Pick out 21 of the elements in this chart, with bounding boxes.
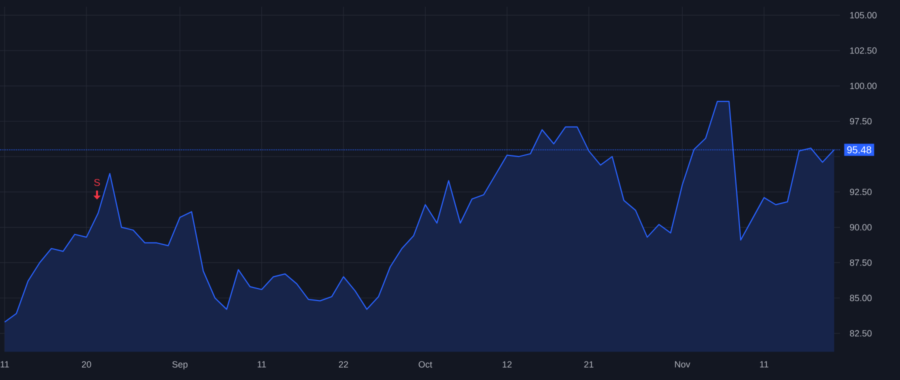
x-tick-label: 22	[338, 361, 348, 368]
y-tick-label: 100.00	[850, 82, 877, 90]
x-tick-label: 12	[502, 361, 512, 368]
y-tick-label: 85.00	[850, 294, 872, 302]
ref-line-label: 95.48	[847, 146, 872, 154]
y-tick-label: 92.50	[850, 188, 872, 196]
x-tick-label: Oct	[418, 361, 432, 368]
x-tick-label: 11	[258, 361, 266, 368]
y-tick-label: 105.00	[850, 12, 877, 18]
y-tick-label: 102.50	[850, 47, 877, 54]
x-tick-label: Sep	[172, 361, 188, 370]
x-tick-label: 20	[82, 361, 92, 368]
x-tick-label: Nov	[675, 361, 690, 368]
y-tick-label: 87.50	[850, 259, 872, 266]
x-tick-label: 21	[584, 361, 594, 368]
y-tick-label: 90.00	[850, 224, 872, 230]
y-tick-label: 97.50	[850, 118, 872, 124]
x-tick-label: 11	[760, 361, 768, 368]
x-tick-label: 11	[0, 361, 9, 368]
annotation: S	[94, 179, 100, 186]
y-tick-label: 82.50	[850, 330, 872, 337]
